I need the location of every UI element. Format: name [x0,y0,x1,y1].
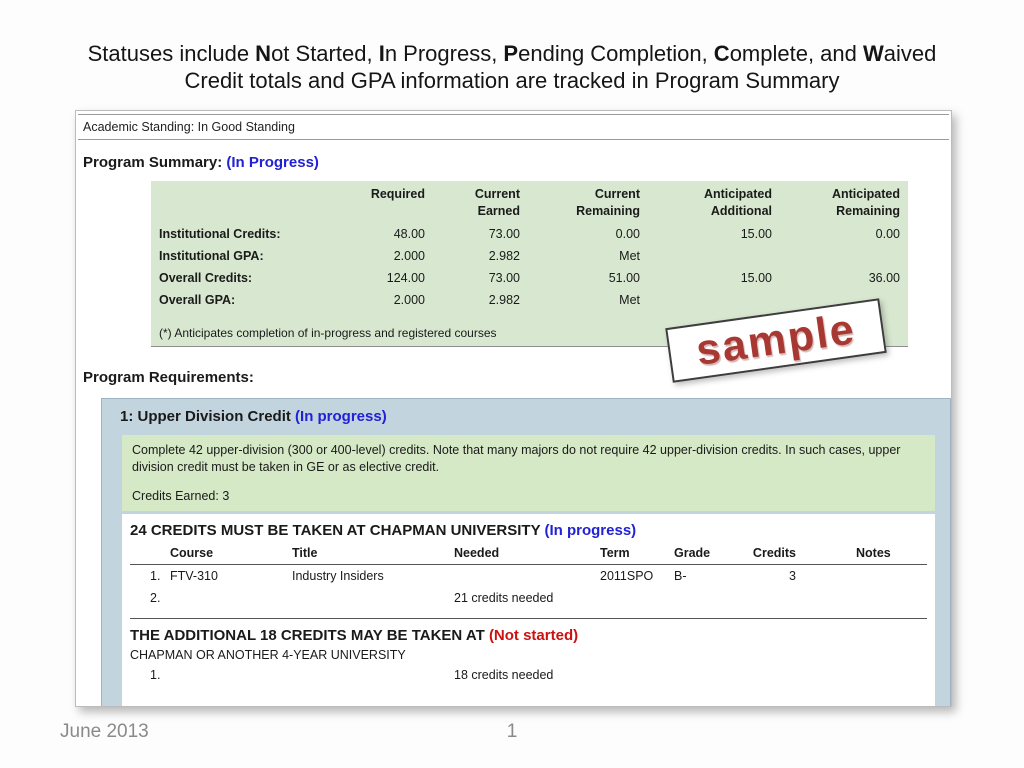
cell-value [644,289,776,311]
cell-value: 73.00 [488,227,520,241]
program-summary-heading: Program Summary: (In Progress) [76,140,951,171]
table-row: Institutional Credits: 48.00 73.00 0.00 … [151,223,908,245]
table-row: Overall Credits: 124.00 73.00 51.00 15.0… [151,267,908,289]
title-bold-letter: P [503,41,519,66]
course-credits: 3 [789,569,796,583]
course-title: Industry Insiders [292,569,384,583]
program-summary-status: (In Progress) [226,154,319,171]
table-row: Overall GPA: 2.000 2.982 Met [151,289,908,311]
title-segment: n Progress, [384,41,504,66]
footer-date: June 2013 [60,721,149,742]
course-header-title: Title [292,546,318,560]
course-row: 2. 21 credits needed [122,587,935,609]
course-code: FTV-310 [170,569,218,583]
row-label: Institutional Credits: [159,227,281,241]
course-header-term: Term [600,546,630,560]
chapman-section-title-text: 24 CREDITS MUST BE TAKEN AT CHAPMAN UNIV… [130,522,541,539]
divider [78,139,949,140]
cell-value: 2.982 [488,249,520,263]
course-row-number: 1. [150,569,161,583]
course-row: 1. FTV-310 Industry Insiders 2011SPO B- … [122,565,935,587]
cell-value: 51.00 [608,271,640,285]
requirement-heading-label: 1: Upper Division Credit [120,408,291,425]
requirement-description-box: Complete 42 upper-division (300 or 400-l… [122,435,935,511]
course-needed: 21 credits needed [454,591,554,605]
title-segment: aived [883,41,937,66]
summary-header-anticipated-additional: Anticipated Additional [703,187,772,218]
requirement-panel: 1: Upper Division Credit (In progress) C… [101,398,951,706]
course-header-notes: Notes [856,546,891,560]
row-label: Overall GPA: [159,293,236,307]
course-row-number: 1. [150,668,161,682]
course-row: 1. 18 credits needed [122,664,935,686]
course-header-course: Course [170,546,214,560]
cell-value [644,245,776,267]
additional-section-subtitle: CHAPMAN OR ANOTHER 4-YEAR UNIVERSITY [130,648,406,662]
requirement-detail-box: 24 CREDITS MUST BE TAKEN AT CHAPMAN UNIV… [122,514,935,706]
chapman-section-title: 24 CREDITS MUST BE TAKEN AT CHAPMAN UNIV… [122,514,935,542]
course-header-credits: Credits [752,546,796,560]
summary-header-row: Required Current Earned Current Remainin… [151,181,908,223]
cell-value: 15.00 [740,271,772,285]
divider [78,114,949,115]
summary-header-required: Required [370,187,425,201]
summary-header-anticipated-remaining: Anticipated Remaining [831,187,900,218]
course-header-grade: Grade [674,546,711,560]
cell-value: 0.00 [875,227,900,241]
cell-value: Met [619,293,640,307]
course-header-row: Course Title Needed Term Grade Credits N… [122,542,935,564]
title-bold-letter: N [255,41,272,66]
summary-header-current-earned: Current Earned [474,187,520,218]
title-line-1: Statuses include Not Started, In Progres… [0,40,1024,67]
chapman-section-status: (In progress) [544,522,637,539]
requirement-heading-status: (In progress) [295,408,387,425]
table-row: Institutional GPA: 2.000 2.982 Met [151,245,908,267]
summary-header-empty [151,181,351,223]
title-bold-letter: C [713,41,730,66]
divider [130,618,927,619]
summary-footnote: (*) Anticipates completion of in-progres… [159,326,497,340]
divider [130,564,927,565]
cell-value: 73.00 [488,271,520,285]
slide-title: Statuses include Not Started, In Progres… [0,40,1024,94]
course-term: 2011SPO [600,569,654,583]
cell-value: 124.00 [386,271,425,285]
cell-value: 2.000 [393,249,425,263]
title-segment: ot Started, [271,41,379,66]
footer-page-number: 1 [506,721,518,742]
course-needed: 18 credits needed [454,668,554,682]
cell-value [776,245,908,267]
program-requirements-heading: Program Requirements: [83,369,254,386]
title-segment: omplete, and [729,41,863,66]
row-label: Institutional GPA: [159,249,264,263]
title-bold-letter: W [863,41,884,66]
title-bold-letter: I [378,41,385,66]
requirement-heading: 1: Upper Division Credit (In progress) [102,399,950,435]
summary-header-current-remaining: Current Remaining [576,187,640,218]
row-label: Overall Credits: [159,271,253,285]
academic-standing-text: Academic Standing: In Good Standing [83,120,295,134]
requirement-description: Complete 42 upper-division (300 or 400-l… [132,443,901,474]
cell-value: 2.000 [393,293,425,307]
additional-section-title: THE ADDITIONAL 18 CREDITS MAY BE TAKEN A… [122,619,935,647]
program-summary-label: Program Summary: [83,154,223,171]
additional-section-status: (Not started) [488,627,579,644]
cell-value: 36.00 [868,271,900,285]
title-segment: Statuses include [87,41,256,66]
course-row-number: 2. [150,591,161,605]
cell-value: 2.982 [488,293,520,307]
title-line-2: Credit totals and GPA information are tr… [184,68,840,93]
degree-audit-screenshot: Academic Standing: In Good Standing Prog… [75,110,952,707]
course-header-needed: Needed [454,546,500,560]
credits-earned: Credits Earned: 3 [132,489,230,503]
course-grade: B- [674,569,687,583]
cell-value: 48.00 [393,227,425,241]
title-segment: ending Completion, [518,41,714,66]
cell-value: 0.00 [615,227,640,241]
cell-value: Met [619,249,640,263]
additional-section-title-text: THE ADDITIONAL 18 CREDITS MAY BE TAKEN A… [130,627,485,644]
cell-value: 15.00 [740,227,772,241]
